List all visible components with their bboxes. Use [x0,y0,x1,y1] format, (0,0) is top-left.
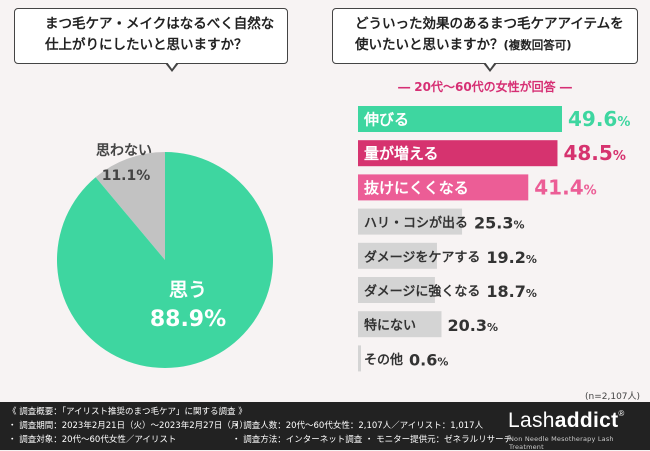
pie-label-yes: 思う [169,279,207,301]
bar-value-number: 48.5 [563,141,612,165]
pie-slice-yes [56,152,273,368]
bar-category-label: 抜けにくくなる [364,179,469,197]
bar [358,208,463,235]
bar [358,174,529,201]
question-bubble-right: どういった効果のあるまつ毛ケアアイテムを 使いたいと思いますか？(複数回答可) [332,8,638,72]
bar-value-label: 48.5% [563,141,625,165]
bar-category-label: その他 [364,352,403,368]
bar-value-label: 0.6% [409,350,448,369]
question-bubble-left: まつ毛ケア・メイクはなるべく自然な 仕上がりにしたいと思いますか？ [14,8,288,72]
bar-value-label: 49.6% [568,107,630,131]
bar [358,345,361,372]
question-right-line1: どういった効果のあるまつ毛ケアアイテムを [355,16,624,32]
bar-chart: 伸びる 49.6% 量が増える 48.5% 抜けにくくなる 41.4% ハリ・コシが出る 25… [358,106,630,372]
brand-logo-part2: addict [554,409,619,432]
pie-slice-no [95,152,165,260]
bar [358,242,437,269]
bar-value-percent: % [437,355,448,368]
bar-category-label: ダメージをケアする [364,249,480,265]
brand-registered-mark: ® [618,409,625,418]
bar-value-label: 19.2% [486,248,537,267]
bar [358,277,435,303]
bar-value-percent: % [514,219,525,232]
survey-period: ・ 調査期間：2023年2月21日（火）～2023年2月27日（月） [8,421,248,431]
question-right-note: (複数回答可) [503,38,572,52]
bar [358,106,562,132]
brand-logo-part1: Lash [508,409,555,432]
bar-category-label: ダメージに強くなる [364,284,480,300]
pie-value-yes: 88.9% [150,307,226,332]
survey-target: ・ 調査対象：20代～60代女性／アイリスト [8,435,177,445]
bar-value-label: 18.7% [486,282,537,301]
survey-footer: 《 調査概要：「アイリスト推奨のまつ毛ケア」に関する調査 》 ・ 調査期間：20… [0,402,650,451]
pie-value-no: 11.1% [102,168,151,184]
bar-value-percent: % [617,115,630,130]
sample-size-note: (n=2,107人) [585,392,641,402]
bar-value-number: 25.3 [474,214,513,233]
survey-heading: 《 調査概要：「アイリスト推奨のまつ毛ケア」に関する調査 》 [8,407,247,417]
brand-tagline: Non Needle Mesotherapy Lash Treatment [509,435,614,451]
survey-method: ・ 調査方法：インターネット調査 ・ モニター提供元：ゼネラルリサーチ [232,435,513,445]
bubble-tail-inner [485,62,495,69]
question-right-line2: 使いたいと思いますか？(複数回答可) [355,35,637,56]
bar-value-percent: % [613,149,626,164]
bar-value-number: 41.4 [534,175,583,199]
bar-value-number: 0.6 [409,350,437,369]
survey-count: ・ 調査人数：20代～60代女性：2,107人／アイリスト：1,017人 [232,421,484,431]
question-right-line2-text: 使いたいと思いますか？ [355,37,504,53]
bar-category-label: 伸びる [363,111,409,129]
respondent-subtitle: ― 20代～60代の女性が回答 ― [398,80,572,94]
bar-value-percent: % [526,287,537,300]
pie-chart: 思う 88.9% 思わない 11.1% [56,143,273,368]
bar-value-percent: % [584,183,597,198]
bar-value-number: 20.3 [447,316,486,335]
bar-value-number: 49.6 [568,107,617,131]
bar-value-number: 19.2 [486,248,525,267]
bar-value-percent: % [526,253,537,266]
bar [358,311,442,338]
bar-category-label: 量が増える [364,145,439,163]
bar-value-label: 25.3% [474,214,525,233]
bar-value-percent: % [487,321,498,334]
bar-value-label: 41.4% [534,175,596,199]
bar [358,140,558,167]
bar-value-label: 20.3% [447,316,498,335]
brand-logo: Lashaddict® [508,409,625,433]
bar-category-label: 特にない [364,318,416,334]
bar-value-number: 18.7 [486,282,525,301]
question-left-line2: 仕上がりにしたいと思いますか？ [45,37,248,53]
question-left-line1: まつ毛ケア・メイクはなるべく自然な [45,16,275,32]
bar-category-label: ハリ・コシが出る [364,215,468,231]
pie-label-no: 思わない [96,143,152,159]
bubble-tail-inner [167,62,177,69]
